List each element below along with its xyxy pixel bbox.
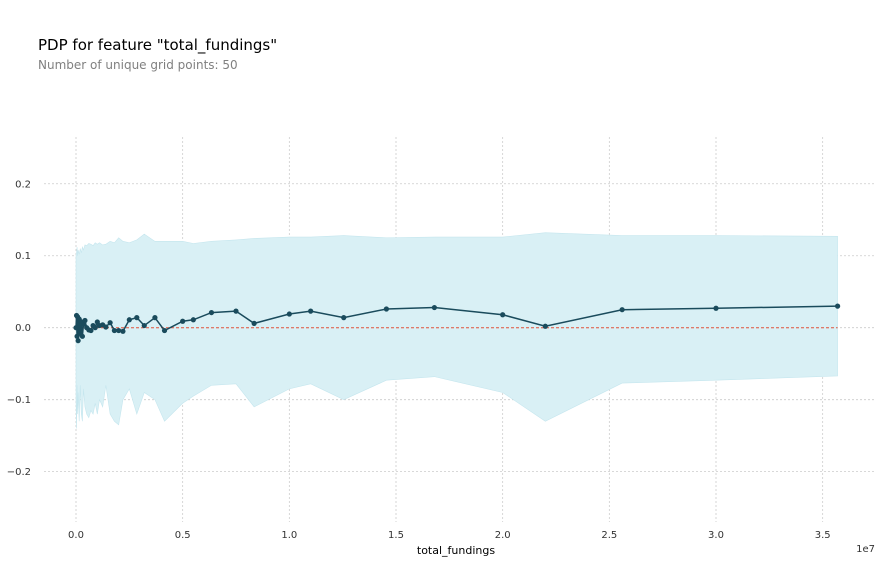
pdp-point bbox=[116, 327, 122, 334]
y-tick-labels: 0.2 0.1 0.0 −0.1 −0.2 bbox=[7, 179, 31, 478]
pdp-point bbox=[134, 315, 140, 321]
x-axis-scale-label: 1e7 bbox=[856, 544, 875, 555]
chart-title: PDP for feature "total_fundings" bbox=[38, 36, 278, 54]
pdp-point bbox=[542, 323, 548, 329]
pdp-point bbox=[92, 325, 98, 331]
x-tick-label: 3.0 bbox=[708, 530, 724, 541]
pdp-point bbox=[500, 312, 506, 318]
pdp-point bbox=[308, 308, 314, 314]
pdp-point bbox=[619, 307, 625, 313]
pdp-point bbox=[341, 315, 347, 321]
y-tick-label: 0.0 bbox=[15, 323, 31, 334]
y-tick-label: −0.1 bbox=[7, 395, 31, 406]
pdp-point bbox=[190, 317, 196, 323]
confidence-band-group bbox=[75, 232, 838, 429]
pdp-point bbox=[82, 317, 88, 324]
pdp-point bbox=[161, 327, 168, 334]
x-tick-label: 1.0 bbox=[281, 530, 297, 541]
pdp-point bbox=[126, 317, 132, 323]
pdp-point bbox=[208, 309, 215, 316]
pdp-point bbox=[286, 311, 292, 317]
pdp-point bbox=[75, 338, 81, 344]
pdp-point bbox=[111, 327, 117, 334]
pdp-point bbox=[713, 305, 719, 311]
pdp-point bbox=[73, 325, 79, 331]
x-tick-label: 1.5 bbox=[388, 530, 404, 541]
pdp-point bbox=[431, 304, 437, 311]
pdp-points-group bbox=[73, 303, 841, 344]
pdp-point bbox=[180, 318, 186, 324]
pdp-point bbox=[383, 306, 389, 312]
pdp-point bbox=[107, 320, 113, 326]
x-axis-label: total_fundings bbox=[417, 544, 495, 557]
y-tick-label: −0.2 bbox=[7, 467, 31, 478]
pdp-point bbox=[120, 328, 126, 334]
x-tick-label: 0.0 bbox=[68, 530, 84, 541]
pdp-point bbox=[835, 303, 841, 309]
pdp-point bbox=[251, 320, 257, 326]
chart-subtitle: Number of unique grid points: 50 bbox=[38, 58, 238, 72]
pdp-point bbox=[79, 333, 85, 339]
x-tick-labels: 0.0 0.5 1.0 1.5 2.0 2.5 3.0 3.5 bbox=[68, 530, 831, 541]
x-tick-label: 0.5 bbox=[175, 530, 191, 541]
confidence-band bbox=[75, 232, 838, 429]
pdp-point bbox=[152, 315, 158, 321]
pdp-point bbox=[103, 324, 109, 330]
pdp-point bbox=[233, 308, 239, 314]
x-tick-label: 2.5 bbox=[601, 530, 617, 541]
x-tick-label: 2.0 bbox=[495, 530, 511, 541]
pdp-point bbox=[141, 322, 147, 329]
y-tick-label: 0.1 bbox=[15, 251, 31, 262]
y-tick-label: 0.2 bbox=[15, 179, 31, 190]
pdp-point bbox=[88, 327, 94, 334]
x-tick-label: 3.5 bbox=[815, 530, 831, 541]
